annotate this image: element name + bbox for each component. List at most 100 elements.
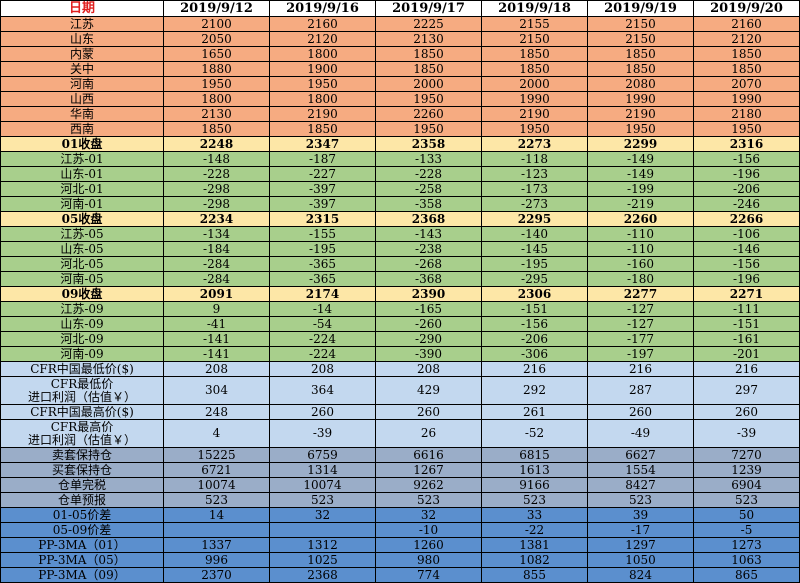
date-header-cell: 2019/9/18 (481, 0, 588, 17)
value-cell: 2120 (269, 31, 376, 47)
value-cell: -258 (375, 181, 482, 197)
table-row: 河南-09 -141 -224 -390 -306 -197 -201 (0, 346, 800, 362)
value-cell: -149 (587, 151, 694, 167)
value-cell: 1800 (269, 46, 376, 62)
row-label: PP-3MA（05） (0, 552, 164, 568)
value-cell: 2347 (269, 136, 376, 152)
value-cell: 2150 (587, 16, 694, 32)
value-cell: -52 (481, 419, 588, 448)
table-row: 山西 1800 1800 1950 1990 1990 1990 (0, 91, 800, 107)
row-label: CFR中国最高价($) (0, 404, 164, 420)
value-cell: -390 (375, 346, 482, 362)
value-cell: 855 (481, 567, 588, 583)
value-cell: 2266 (693, 211, 800, 227)
value-cell: -17 (587, 522, 694, 538)
value-cell: 260 (693, 404, 800, 420)
value-cell: 2271 (693, 286, 800, 302)
row-label: 山东-09 (0, 316, 164, 332)
value-cell: -219 (587, 196, 694, 212)
value-cell: -228 (163, 166, 270, 182)
table-row: PP-3MA（09） 2370 2368 774 855 824 865 (0, 567, 800, 583)
value-cell: -155 (269, 226, 376, 242)
value-cell: -127 (587, 301, 694, 317)
value-cell: -106 (693, 226, 800, 242)
value-cell: 2390 (375, 286, 482, 302)
value-cell: 774 (375, 567, 482, 583)
table-row: 关中 1880 1900 1850 1850 1850 1850 (0, 61, 800, 77)
table-row: 山东 2050 2120 2130 2150 2150 2120 (0, 31, 800, 47)
value-cell: -149 (587, 166, 694, 182)
value-cell: 2225 (375, 16, 482, 32)
value-cell: 50 (693, 507, 800, 523)
value-cell: 1950 (587, 121, 694, 137)
value-cell: -187 (269, 151, 376, 167)
table-row: 仓单预报 523 523 523 523 523 523 (0, 492, 800, 508)
table-row: 河北-05 -284 -365 -268 -195 -160 -156 (0, 256, 800, 272)
value-cell: -397 (269, 181, 376, 197)
row-label: 05收盘 (0, 211, 164, 227)
value-cell: 208 (375, 361, 482, 377)
value-cell: 2155 (481, 16, 588, 32)
value-cell: -184 (163, 241, 270, 257)
value-cell: -133 (375, 151, 482, 167)
value-cell: -14 (269, 301, 376, 317)
row-label: 河南-05 (0, 271, 164, 287)
value-cell: 1950 (269, 76, 376, 92)
value-cell: -180 (587, 271, 694, 287)
value-cell: 1990 (587, 91, 694, 107)
value-cell: 364 (269, 376, 376, 405)
value-cell: 260 (375, 404, 482, 420)
header-row: 日期 2019/9/12 2019/9/16 2019/9/17 2019/9/… (0, 0, 800, 17)
value-cell: 2000 (481, 76, 588, 92)
value-cell: -165 (375, 301, 482, 317)
value-cell (163, 522, 270, 538)
value-cell: -118 (481, 151, 588, 167)
value-cell: 1850 (587, 46, 694, 62)
row-label: 河北-05 (0, 256, 164, 272)
value-cell: -161 (693, 331, 800, 347)
value-cell: -201 (693, 346, 800, 362)
value-cell: 1613 (481, 462, 588, 478)
value-cell: -196 (693, 271, 800, 287)
table-row: 05收盘 2234 2315 2368 2295 2260 2266 (0, 211, 800, 227)
value-cell: -22 (481, 522, 588, 538)
value-cell: 2273 (481, 136, 588, 152)
value-cell: 9166 (481, 477, 588, 493)
table-row: PP-3MA（01） 1337 1312 1260 1381 1297 1273 (0, 537, 800, 553)
value-cell: 216 (481, 361, 588, 377)
date-header-label: 日期 (0, 0, 164, 17)
value-cell: 2050 (163, 31, 270, 47)
value-cell: -134 (163, 226, 270, 242)
row-label: 江苏-09 (0, 301, 164, 317)
value-cell: 15225 (163, 447, 270, 463)
table-row: 江苏 2100 2160 2225 2155 2150 2160 (0, 16, 800, 32)
value-cell: -141 (163, 346, 270, 362)
row-label: 买套保持仓 (0, 462, 164, 478)
row-label: PP-3MA（09） (0, 567, 164, 583)
value-cell: 1800 (269, 91, 376, 107)
row-label: 华南 (0, 106, 164, 122)
value-cell: 1900 (269, 61, 376, 77)
row-label: 河北-01 (0, 181, 164, 197)
row-label: 河南 (0, 76, 164, 92)
value-cell: -110 (587, 241, 694, 257)
row-label: CFR最低价 进口利润（估值￥） (0, 376, 164, 405)
row-label: 关中 (0, 61, 164, 77)
value-cell: 824 (587, 567, 694, 583)
value-cell: -127 (587, 316, 694, 332)
value-cell: 523 (481, 492, 588, 508)
value-cell: 260 (269, 404, 376, 420)
value-cell: -148 (163, 151, 270, 167)
value-cell: 980 (375, 552, 482, 568)
value-cell: 208 (163, 361, 270, 377)
table-row: CFR最低价 进口利润（估值￥） 304 364 429 292 287 297 (0, 376, 800, 405)
row-label: 西南 (0, 121, 164, 137)
value-cell: 9262 (375, 477, 482, 493)
value-cell: 14 (163, 507, 270, 523)
value-cell: 1082 (481, 552, 588, 568)
value-cell: 1950 (375, 121, 482, 137)
table-row: 江苏-01 -148 -187 -133 -118 -149 -156 (0, 151, 800, 167)
row-label: PP-3MA（01） (0, 537, 164, 553)
value-cell: -199 (587, 181, 694, 197)
value-cell: 297 (693, 376, 800, 405)
